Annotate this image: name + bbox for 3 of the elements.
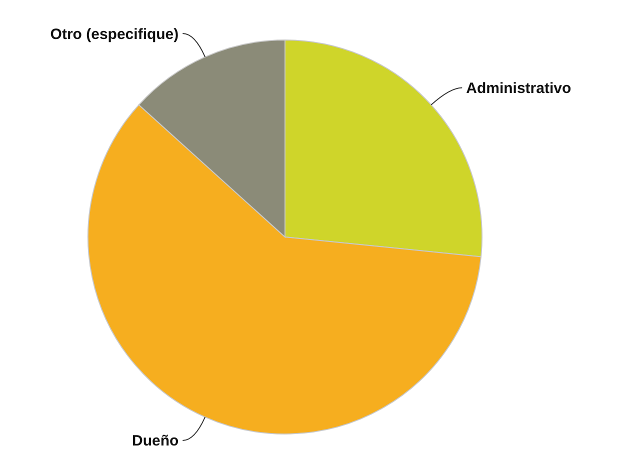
slice-label: Otro (especifique) [50,26,179,43]
slice-label: Administrativo [466,80,572,97]
slice-label: Dueño [132,432,179,450]
